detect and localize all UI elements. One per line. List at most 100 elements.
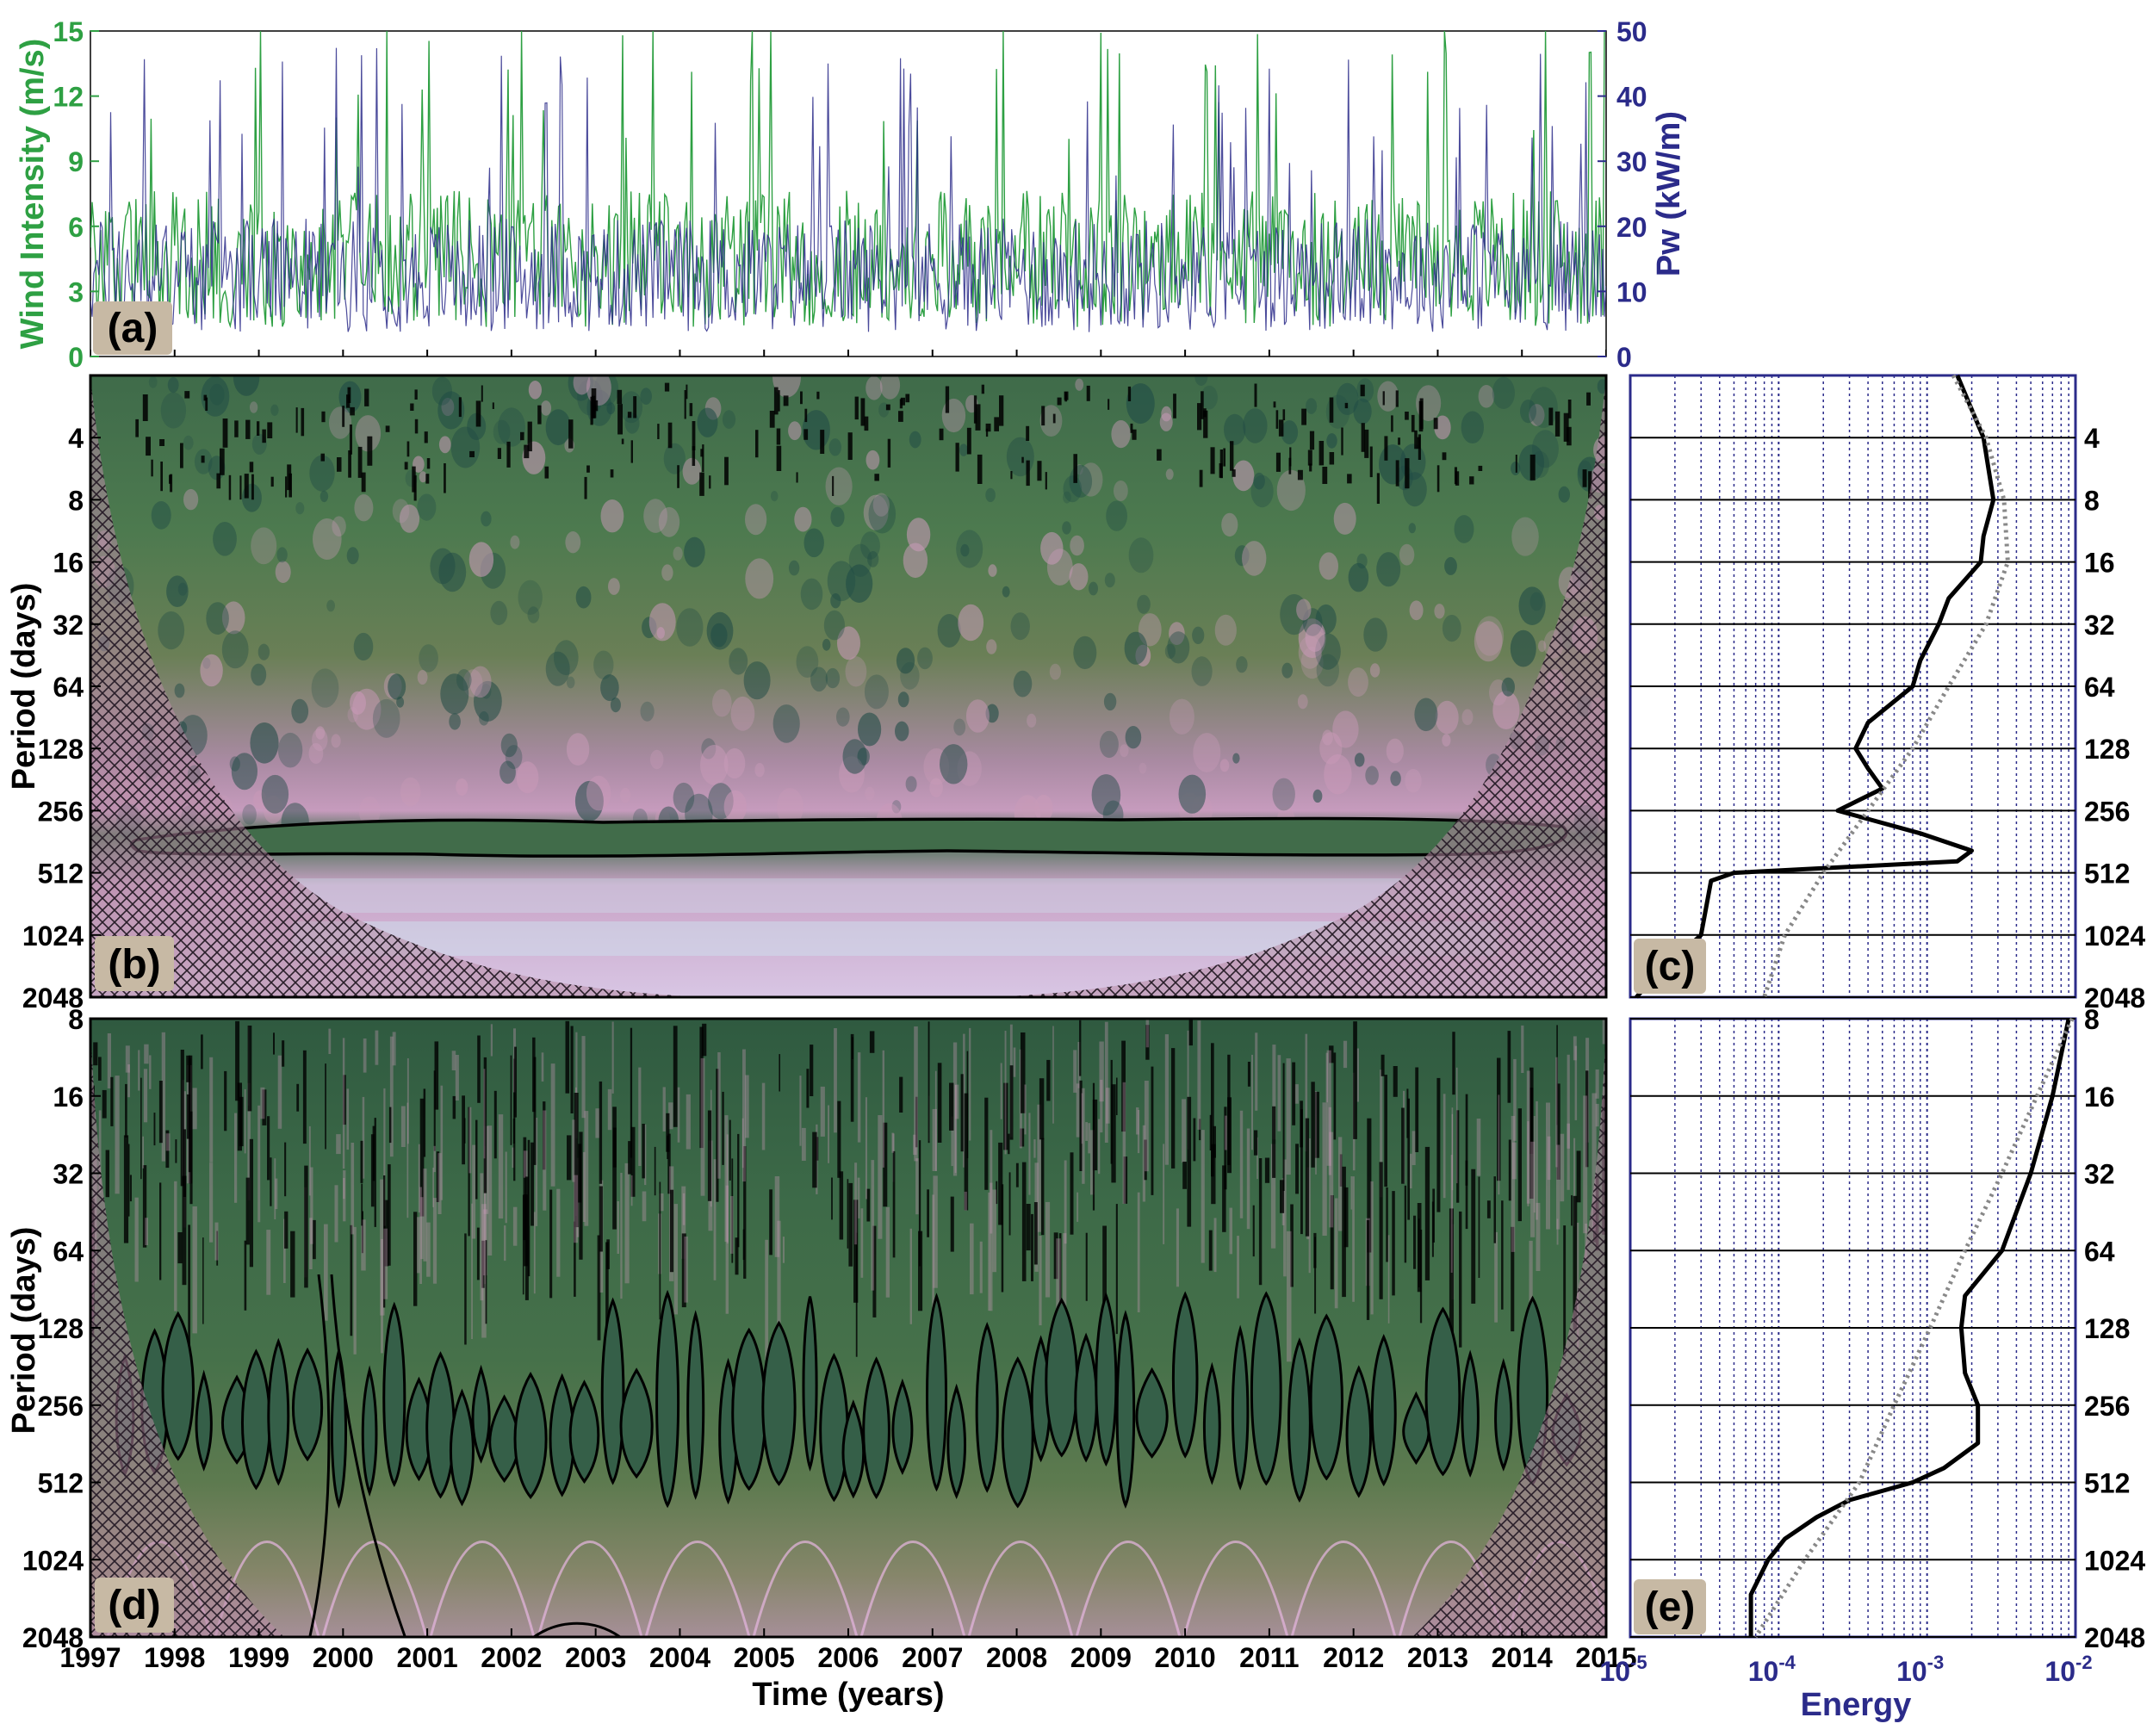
panel-b-texture-blob (527, 606, 540, 623)
panel-d-streak (737, 1133, 740, 1248)
panel-d-streak (686, 1094, 691, 1150)
panel-b-texture-blob (183, 488, 199, 511)
panel-b-significance-mark (159, 439, 164, 446)
panel-b-texture-blob (308, 743, 324, 764)
panel-b-texture-blob (1106, 500, 1127, 531)
panel-d-streak (927, 1189, 929, 1237)
panel-e-ticklabel: 32 (2084, 1159, 2115, 1190)
panel-b-significance-mark (900, 397, 905, 406)
panel-d-streak (839, 1171, 844, 1240)
panel-d-contour (891, 1378, 914, 1475)
panel-d-streak (1392, 1191, 1395, 1296)
panel-d-streak (1576, 1150, 1581, 1203)
panel-b-significance-mark (898, 411, 903, 422)
panel-d-streak (1070, 1152, 1074, 1235)
panel-d-streak (1008, 1133, 1010, 1155)
panel-d-streak (432, 1198, 437, 1284)
panel-b-significance-mark (295, 407, 298, 433)
panel-b-texture-blob (1232, 460, 1255, 492)
panel-d-streak (979, 1241, 983, 1293)
panel-b-significance-mark (724, 456, 729, 486)
panel-a-right-ticklabel: 10 (1616, 276, 1647, 307)
panel-d-streak (504, 1225, 506, 1262)
panel-b-texture-blob (1167, 631, 1190, 664)
panel-b-significance-mark (1026, 460, 1030, 487)
panel-b-texture-blob (1099, 730, 1119, 759)
panel-d-ticklabel: 128 (38, 1313, 84, 1344)
panel-d-streak (273, 1032, 275, 1055)
panel-b-texture-blob (350, 691, 366, 715)
panel-b-significance-mark (1398, 437, 1400, 445)
panel-d-streak (932, 1108, 937, 1171)
panel-d-streak (1229, 1207, 1232, 1255)
panel-b-texture-blob (1165, 468, 1174, 480)
panel-b-texture-blob (1280, 594, 1309, 636)
panel-d-streak (1137, 1110, 1140, 1154)
panel-d-streak (955, 1084, 959, 1119)
panel-b-significance-mark (1364, 429, 1369, 458)
panel-d-xticklabel: 2010 (1155, 1642, 1216, 1673)
panel-d-streak (192, 1088, 197, 1130)
panel-d-streak (992, 1189, 996, 1273)
panel-d-arc (967, 1541, 1074, 1637)
panel-b-texture-blob (1379, 444, 1407, 485)
panel-d-streak (1209, 1114, 1212, 1150)
panel-d-streak (389, 1036, 394, 1157)
panel-d-streak (1015, 1162, 1019, 1187)
panel-d-arc (429, 1541, 536, 1637)
panel-d-streak (98, 1110, 102, 1194)
panel-d-streak (186, 1094, 190, 1139)
panel-b-texture-blob (1070, 535, 1084, 556)
panel-d-streak (434, 1041, 439, 1110)
panel-b-significance-mark (520, 431, 524, 441)
panel-b-ticklabel: 16 (53, 548, 84, 579)
panel-d-streak (988, 1192, 990, 1311)
panel-b-significance-mark (469, 450, 475, 457)
panel-d-streak (1574, 1045, 1578, 1120)
panel-d-streak (1197, 1020, 1201, 1130)
panel-d-streak (1099, 1041, 1104, 1102)
panel-d-streak (413, 1212, 418, 1306)
panel-d-streak (852, 1037, 853, 1059)
panel-b-significance-mark (412, 466, 416, 493)
panel-b-texture-blob (1316, 654, 1340, 687)
panel-d-streak (1258, 1158, 1263, 1286)
panel-d-streak (952, 1042, 958, 1176)
panel-b-texture-blob (810, 666, 828, 692)
panel-b-texture-blob (1075, 378, 1084, 391)
panel-b-significance-mark (1395, 390, 1399, 407)
panel-d-streak (1449, 1208, 1454, 1344)
panel-b-texture-blob (723, 747, 746, 779)
panel-d-streak (1451, 1113, 1454, 1219)
panel-d-streak (505, 1151, 507, 1224)
panel-d-streak (1305, 1033, 1308, 1152)
panel-b-significance-mark (1288, 457, 1292, 474)
panel-d-streak (343, 1075, 346, 1125)
panel-d-arc (1075, 1541, 1182, 1637)
panel-b-texture-blob (864, 674, 889, 710)
panel-d-streak (1145, 1020, 1150, 1048)
panel-d-streak (1415, 1067, 1419, 1152)
panel-b-texture-blob (906, 518, 931, 552)
panel-b-texture-blob (1348, 667, 1368, 698)
panel-d-streak (1507, 1031, 1511, 1103)
panel-b-texture-blob (1442, 734, 1451, 747)
panel-d-xticklabel: 2005 (734, 1642, 795, 1673)
panel-b-texture-blob (1305, 623, 1325, 652)
panel-d-streak (937, 1063, 942, 1143)
panel-d-streak (1211, 1144, 1216, 1205)
panel-d-arc (644, 1541, 751, 1637)
panel-d-streak (244, 1240, 247, 1311)
panel-b-significance-mark (1405, 412, 1409, 420)
panel-b-texture-blob (1520, 400, 1536, 424)
panel-d-xticklabel: 2009 (1070, 1642, 1132, 1673)
panel-d-streak (857, 1052, 861, 1143)
panel-b-texture-blob (1461, 709, 1474, 726)
panel-b-texture-blob (1193, 733, 1221, 772)
panel-b-ticklabel: 512 (38, 859, 84, 890)
panel-b-significance-mark (630, 440, 633, 463)
panel-d-streak (1556, 1144, 1560, 1230)
panel-d-streak (1137, 1192, 1140, 1312)
panel-b-texture-blob (518, 580, 543, 615)
panel-d-streak (343, 1178, 345, 1200)
